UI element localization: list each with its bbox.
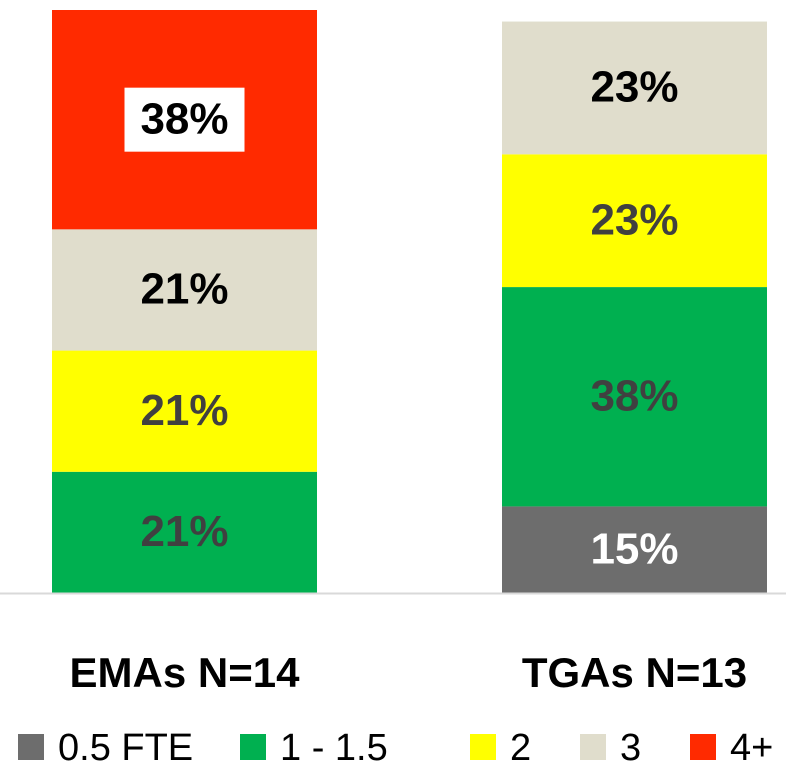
legend-label: 3: [620, 727, 641, 769]
bar-segment: [502, 287, 767, 507]
legend-swatch: [470, 734, 496, 760]
bar-segment: [52, 471, 317, 593]
legend-label: 0.5 FTE: [58, 727, 193, 769]
legend-swatch: [240, 734, 266, 760]
legend-label: 1 - 1.5: [280, 727, 388, 769]
x-tick-label: EMAs N=14: [70, 649, 301, 696]
data-label: 23%: [590, 63, 678, 112]
data-label: 21%: [140, 265, 228, 314]
data-label: 21%: [140, 386, 228, 435]
legend-label: 4+: [730, 727, 773, 769]
legend-swatch: [690, 734, 716, 760]
data-label: 15%: [590, 524, 678, 573]
x-tick-label: TGAs N=13: [522, 649, 747, 696]
bar-segment: [502, 506, 767, 593]
data-label: 38%: [140, 94, 228, 143]
label-background: [124, 87, 245, 152]
bar-segment: [502, 21, 767, 155]
legend-label: 2: [510, 727, 531, 769]
data-label: 23%: [590, 195, 678, 244]
legend-swatch: [18, 734, 44, 760]
data-label: 38%: [590, 371, 678, 420]
data-label: 21%: [140, 507, 228, 556]
bar-segment: [502, 154, 767, 288]
bar-segment: [52, 229, 317, 351]
legend-swatch: [580, 734, 606, 760]
bar-segment: [52, 350, 317, 472]
